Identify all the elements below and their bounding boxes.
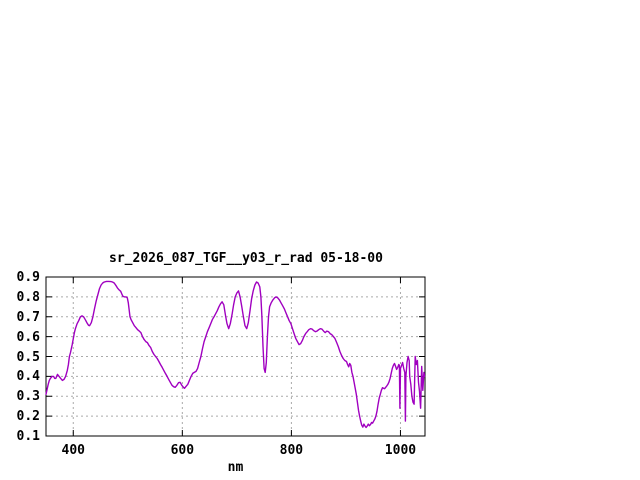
chart-title: sr_2026_087_TGF__y03_r_rad 05-18-00	[109, 251, 383, 266]
x-tick-label: 800	[279, 443, 304, 458]
y-tick-label: 0.1	[16, 429, 40, 444]
x-axis-label: nm	[227, 460, 244, 475]
y-tick-label: 0.3	[16, 389, 40, 405]
y-tick-label: 0.4	[16, 369, 40, 385]
spectrum-curve	[45, 280, 426, 429]
y-tick-label: 0.5	[16, 349, 40, 365]
y-tick-label: 0.2	[16, 409, 40, 425]
x-tick-label: 400	[61, 443, 85, 458]
y-tick-label: 0.9	[16, 270, 40, 285]
y-tick-label: 0.8	[16, 289, 40, 305]
x-tick-label: 1000	[384, 443, 417, 458]
y-tick-label: 0.7	[16, 309, 40, 325]
x-tick-label: 600	[170, 443, 195, 458]
plot-border	[45, 276, 426, 437]
y-tick-label: 0.6	[16, 329, 40, 345]
